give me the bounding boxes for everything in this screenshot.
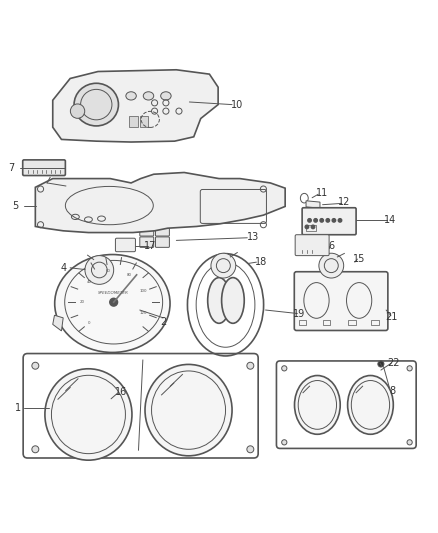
Ellipse shape	[294, 376, 340, 434]
Polygon shape	[53, 70, 218, 142]
FancyBboxPatch shape	[155, 237, 170, 247]
Bar	[348, 320, 356, 325]
Text: 6: 6	[328, 241, 334, 251]
Text: 20: 20	[79, 300, 85, 304]
Text: 120: 120	[140, 311, 147, 315]
FancyBboxPatch shape	[295, 235, 329, 256]
Text: 8: 8	[389, 386, 395, 397]
Bar	[299, 320, 307, 325]
Ellipse shape	[74, 83, 118, 126]
Text: 7: 7	[8, 163, 14, 173]
Polygon shape	[53, 315, 63, 331]
Text: 19: 19	[293, 309, 306, 319]
Bar	[371, 320, 379, 325]
FancyBboxPatch shape	[302, 208, 356, 235]
Text: 80: 80	[127, 273, 132, 277]
Ellipse shape	[161, 92, 171, 100]
Circle shape	[282, 366, 287, 371]
Ellipse shape	[208, 278, 230, 324]
Text: 11: 11	[316, 188, 328, 198]
Circle shape	[378, 361, 384, 367]
Text: 60: 60	[106, 269, 111, 273]
Ellipse shape	[222, 278, 244, 324]
Circle shape	[247, 446, 254, 453]
FancyBboxPatch shape	[140, 225, 154, 236]
Circle shape	[407, 440, 412, 445]
Circle shape	[320, 219, 323, 222]
Polygon shape	[306, 201, 320, 208]
Text: 2: 2	[160, 317, 166, 327]
Ellipse shape	[143, 92, 154, 100]
Text: 40: 40	[87, 280, 92, 284]
FancyBboxPatch shape	[116, 238, 135, 252]
Ellipse shape	[348, 376, 393, 434]
Circle shape	[407, 366, 412, 371]
Bar	[129, 116, 138, 127]
Text: 4: 4	[60, 263, 67, 273]
Ellipse shape	[71, 104, 85, 118]
Text: 13: 13	[247, 232, 259, 242]
Circle shape	[338, 219, 342, 222]
Text: 14: 14	[384, 215, 396, 225]
Text: SPEEDOMETER: SPEEDOMETER	[98, 292, 129, 295]
Text: 21: 21	[385, 312, 398, 321]
Text: 0: 0	[88, 321, 91, 325]
Circle shape	[308, 219, 311, 222]
Text: 18: 18	[255, 257, 267, 266]
Ellipse shape	[126, 92, 136, 100]
Text: 1: 1	[15, 403, 21, 413]
Ellipse shape	[319, 253, 344, 278]
Text: 16: 16	[115, 387, 127, 397]
Text: 10: 10	[231, 100, 244, 110]
Circle shape	[247, 362, 254, 369]
Bar	[306, 225, 317, 231]
FancyBboxPatch shape	[140, 237, 154, 247]
Circle shape	[32, 446, 39, 453]
Circle shape	[332, 219, 336, 222]
Bar	[140, 116, 148, 127]
FancyBboxPatch shape	[155, 225, 170, 236]
Circle shape	[311, 225, 315, 229]
Text: 22: 22	[388, 358, 400, 368]
Circle shape	[305, 225, 309, 229]
Circle shape	[282, 440, 287, 445]
Ellipse shape	[45, 369, 132, 460]
Text: 15: 15	[353, 254, 365, 264]
Text: 5: 5	[12, 200, 18, 211]
Circle shape	[326, 219, 329, 222]
FancyBboxPatch shape	[294, 272, 388, 330]
Circle shape	[110, 298, 117, 306]
Text: 12: 12	[338, 197, 350, 207]
Ellipse shape	[85, 256, 114, 284]
FancyBboxPatch shape	[23, 160, 65, 175]
Text: 17: 17	[144, 240, 156, 251]
Ellipse shape	[145, 365, 232, 456]
Circle shape	[314, 219, 318, 222]
Polygon shape	[35, 173, 285, 232]
Ellipse shape	[211, 253, 236, 278]
Text: 100: 100	[140, 289, 147, 293]
Ellipse shape	[55, 255, 170, 352]
Circle shape	[32, 362, 39, 369]
Bar	[322, 320, 330, 325]
